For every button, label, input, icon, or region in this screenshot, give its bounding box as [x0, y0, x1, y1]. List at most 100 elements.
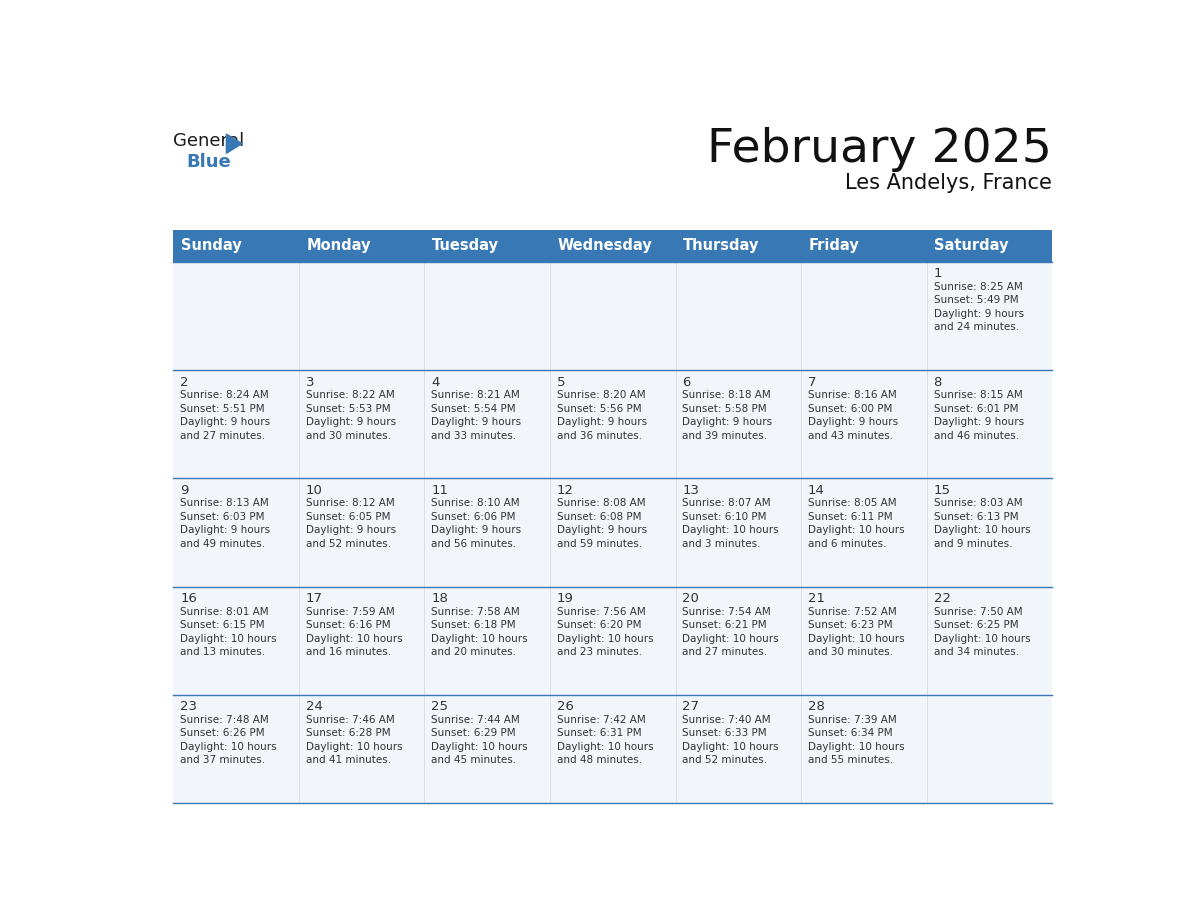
- Text: Daylight: 10 hours: Daylight: 10 hours: [431, 633, 527, 644]
- Text: Sunrise: 8:12 AM: Sunrise: 8:12 AM: [305, 498, 394, 509]
- Text: Sunset: 6:28 PM: Sunset: 6:28 PM: [305, 728, 391, 738]
- Text: Monday: Monday: [307, 238, 371, 253]
- Text: 4: 4: [431, 375, 440, 388]
- Text: and 56 minutes.: and 56 minutes.: [431, 539, 517, 549]
- Text: Sunset: 6:16 PM: Sunset: 6:16 PM: [305, 621, 391, 630]
- Text: 21: 21: [808, 592, 824, 605]
- Text: and 9 minutes.: and 9 minutes.: [934, 539, 1012, 549]
- Text: 12: 12: [557, 484, 574, 497]
- Text: and 52 minutes.: and 52 minutes.: [682, 756, 767, 766]
- Text: Daylight: 9 hours: Daylight: 9 hours: [181, 525, 271, 535]
- Text: Sunset: 6:18 PM: Sunset: 6:18 PM: [431, 621, 516, 630]
- Text: and 39 minutes.: and 39 minutes.: [682, 431, 767, 441]
- Text: and 34 minutes.: and 34 minutes.: [934, 647, 1018, 657]
- Text: 2: 2: [181, 375, 189, 388]
- Text: Daylight: 9 hours: Daylight: 9 hours: [305, 417, 396, 427]
- Bar: [801, 230, 927, 262]
- Text: Daylight: 10 hours: Daylight: 10 hours: [808, 633, 904, 644]
- Text: 16: 16: [181, 592, 197, 605]
- Text: Sunrise: 7:40 AM: Sunrise: 7:40 AM: [682, 715, 771, 725]
- Text: Sunrise: 8:05 AM: Sunrise: 8:05 AM: [808, 498, 897, 509]
- Text: and 27 minutes.: and 27 minutes.: [181, 431, 265, 441]
- Text: 28: 28: [808, 700, 824, 713]
- Text: Sunrise: 8:10 AM: Sunrise: 8:10 AM: [431, 498, 520, 509]
- Bar: [424, 230, 550, 262]
- Text: Daylight: 9 hours: Daylight: 9 hours: [808, 417, 898, 427]
- Bar: [173, 230, 299, 262]
- Text: Sunset: 6:03 PM: Sunset: 6:03 PM: [181, 512, 265, 521]
- Text: and 52 minutes.: and 52 minutes.: [305, 539, 391, 549]
- Text: Blue: Blue: [187, 152, 232, 171]
- Text: Daylight: 10 hours: Daylight: 10 hours: [808, 525, 904, 535]
- Text: Sunrise: 7:58 AM: Sunrise: 7:58 AM: [431, 607, 520, 617]
- Text: Sunrise: 8:08 AM: Sunrise: 8:08 AM: [557, 498, 645, 509]
- Text: Sunset: 6:25 PM: Sunset: 6:25 PM: [934, 621, 1018, 630]
- Text: Daylight: 10 hours: Daylight: 10 hours: [682, 525, 779, 535]
- Text: Sunrise: 8:16 AM: Sunrise: 8:16 AM: [808, 390, 897, 400]
- Text: 7: 7: [808, 375, 816, 388]
- Text: Sunrise: 7:42 AM: Sunrise: 7:42 AM: [557, 715, 645, 725]
- Text: 11: 11: [431, 484, 448, 497]
- Text: Saturday: Saturday: [934, 238, 1009, 253]
- Text: 19: 19: [557, 592, 574, 605]
- Text: Daylight: 9 hours: Daylight: 9 hours: [181, 417, 271, 427]
- Text: Sunset: 6:05 PM: Sunset: 6:05 PM: [305, 512, 390, 521]
- Text: and 30 minutes.: and 30 minutes.: [305, 431, 391, 441]
- Text: Sunrise: 8:13 AM: Sunrise: 8:13 AM: [181, 498, 268, 509]
- Text: Daylight: 9 hours: Daylight: 9 hours: [305, 525, 396, 535]
- Text: 22: 22: [934, 592, 950, 605]
- Text: Sunrise: 7:44 AM: Sunrise: 7:44 AM: [431, 715, 520, 725]
- Text: and 37 minutes.: and 37 minutes.: [181, 756, 265, 766]
- Text: Sunset: 6:31 PM: Sunset: 6:31 PM: [557, 728, 642, 738]
- Text: Sunset: 6:34 PM: Sunset: 6:34 PM: [808, 728, 892, 738]
- Text: and 27 minutes.: and 27 minutes.: [682, 647, 767, 657]
- Text: and 46 minutes.: and 46 minutes.: [934, 431, 1018, 441]
- Text: Sunset: 6:33 PM: Sunset: 6:33 PM: [682, 728, 767, 738]
- Text: Daylight: 9 hours: Daylight: 9 hours: [557, 417, 647, 427]
- Text: and 55 minutes.: and 55 minutes.: [808, 756, 893, 766]
- Text: 25: 25: [431, 700, 448, 713]
- Text: 27: 27: [682, 700, 700, 713]
- Text: and 30 minutes.: and 30 minutes.: [808, 647, 893, 657]
- Text: and 24 minutes.: and 24 minutes.: [934, 322, 1018, 332]
- Text: Sunset: 5:49 PM: Sunset: 5:49 PM: [934, 296, 1018, 306]
- Text: Sunrise: 7:50 AM: Sunrise: 7:50 AM: [934, 607, 1022, 617]
- Text: Daylight: 10 hours: Daylight: 10 hours: [305, 742, 403, 752]
- Polygon shape: [227, 134, 242, 153]
- Text: 15: 15: [934, 484, 950, 497]
- Text: 13: 13: [682, 484, 700, 497]
- Text: Daylight: 10 hours: Daylight: 10 hours: [181, 633, 277, 644]
- Text: and 20 minutes.: and 20 minutes.: [431, 647, 517, 657]
- Text: Sunrise: 8:03 AM: Sunrise: 8:03 AM: [934, 498, 1022, 509]
- Text: Daylight: 10 hours: Daylight: 10 hours: [305, 633, 403, 644]
- Text: Sunrise: 8:22 AM: Sunrise: 8:22 AM: [305, 390, 394, 400]
- Text: Daylight: 9 hours: Daylight: 9 hours: [934, 308, 1024, 319]
- Text: Sunrise: 7:39 AM: Sunrise: 7:39 AM: [808, 715, 897, 725]
- Text: Sunrise: 8:20 AM: Sunrise: 8:20 AM: [557, 390, 645, 400]
- Text: Sunrise: 8:21 AM: Sunrise: 8:21 AM: [431, 390, 520, 400]
- Bar: [173, 478, 1053, 587]
- Text: 6: 6: [682, 375, 690, 388]
- Text: Les Andelys, France: Les Andelys, France: [846, 174, 1053, 194]
- Text: and 36 minutes.: and 36 minutes.: [557, 431, 642, 441]
- Text: 14: 14: [808, 484, 824, 497]
- Text: and 48 minutes.: and 48 minutes.: [557, 756, 642, 766]
- Text: and 45 minutes.: and 45 minutes.: [431, 756, 517, 766]
- Text: 5: 5: [557, 375, 565, 388]
- Text: Sunset: 6:21 PM: Sunset: 6:21 PM: [682, 621, 767, 630]
- Bar: [173, 695, 1053, 803]
- Text: Sunday: Sunday: [181, 238, 241, 253]
- Text: and 33 minutes.: and 33 minutes.: [431, 431, 517, 441]
- Text: Sunset: 6:29 PM: Sunset: 6:29 PM: [431, 728, 516, 738]
- Text: and 41 minutes.: and 41 minutes.: [305, 756, 391, 766]
- Text: Sunrise: 7:52 AM: Sunrise: 7:52 AM: [808, 607, 897, 617]
- Text: 20: 20: [682, 592, 700, 605]
- Text: and 3 minutes.: and 3 minutes.: [682, 539, 760, 549]
- Bar: [676, 230, 801, 262]
- Text: 3: 3: [305, 375, 315, 388]
- Text: and 23 minutes.: and 23 minutes.: [557, 647, 642, 657]
- Bar: [173, 370, 1053, 478]
- Text: Thursday: Thursday: [683, 238, 759, 253]
- Text: February 2025: February 2025: [707, 127, 1053, 172]
- Bar: [550, 230, 676, 262]
